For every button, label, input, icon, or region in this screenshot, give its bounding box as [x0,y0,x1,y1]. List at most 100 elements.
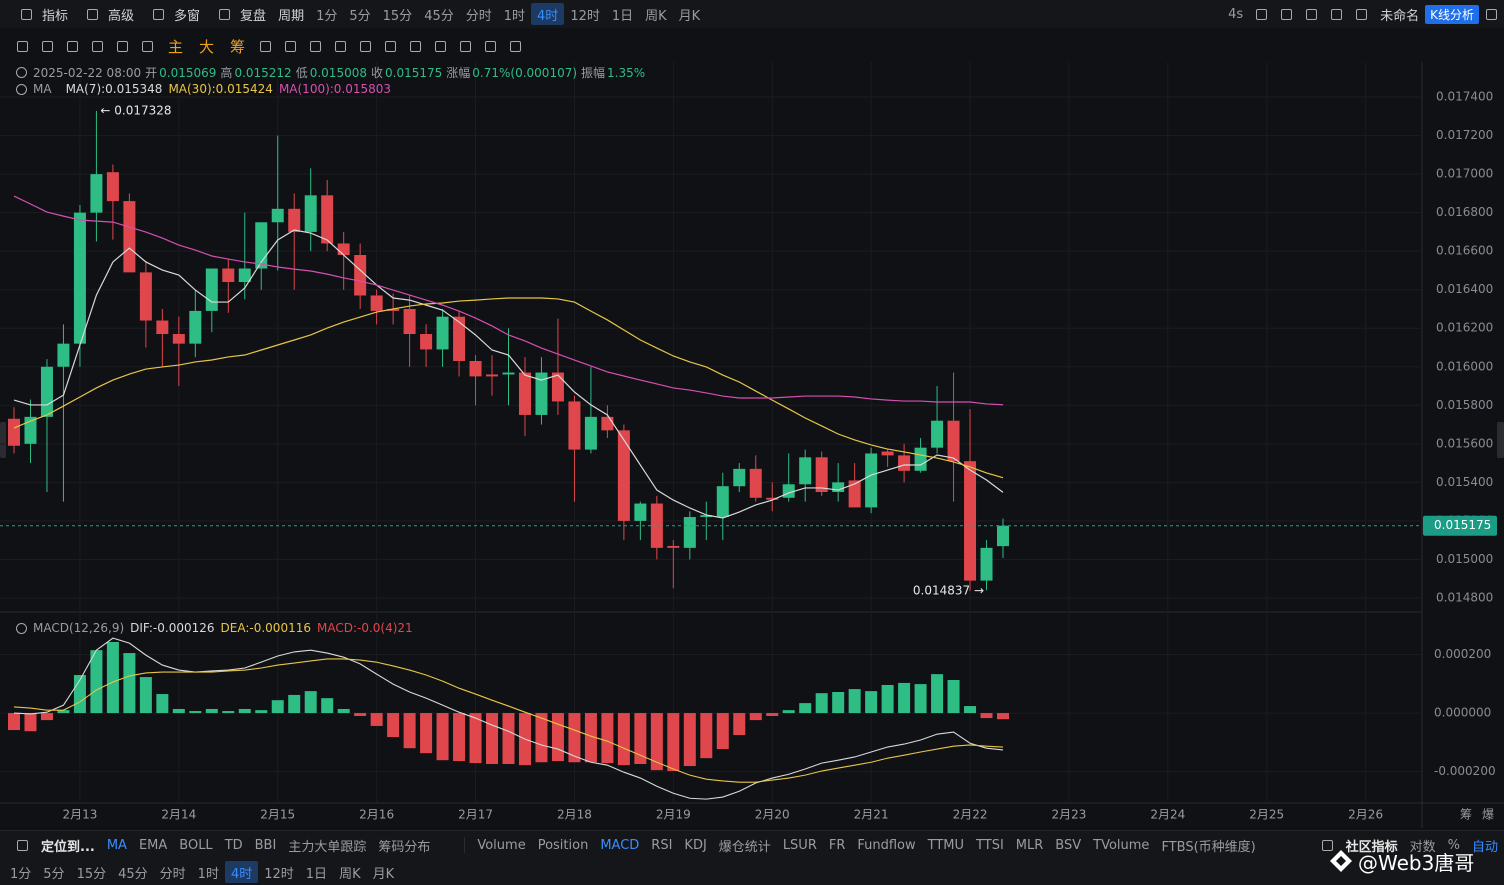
locate[interactable]: 定位到... [41,839,95,855]
kline-analysis[interactable]: K线分析 [1425,4,1479,24]
candle-body [898,455,911,471]
icon[interactable] [17,40,28,52]
info-value: 0.015175 [385,65,443,80]
icon[interactable] [360,40,372,52]
icon[interactable] [67,40,78,52]
info-value: 0.015212 [234,65,292,80]
community[interactable]: 社区指标 [1345,839,1398,855]
sub-indicator[interactable]: TVolume [1093,837,1150,853]
icon[interactable] [1306,8,1318,20]
axis-option[interactable]: 对数 [1409,839,1436,855]
icon[interactable] [1486,8,1497,20]
timeframe[interactable]: 周K [339,866,361,882]
axis-option[interactable]: 自动 [1471,839,1498,855]
timeframe[interactable]: 1时 [503,8,526,24]
sub-indicator[interactable]: KDJ [684,837,707,853]
main-indicator[interactable]: 筹码分布 [378,839,431,855]
candle-body [799,457,812,485]
icon[interactable] [410,40,422,52]
refresh-rate[interactable]: 4s [1228,6,1244,22]
icon[interactable] [219,8,231,20]
candle-body [8,418,20,446]
top-toolbar: 指标 高级 多窗 复盘 周期 1分 5分 15分 45分 分时 1时 4时 12时 1日 周K 月K 4s 未命名… [0,0,1504,28]
timeframe[interactable]: 1分 [316,8,338,24]
menu-item[interactable]: 高级 [74,3,140,25]
sub-indicator[interactable]: MACD [600,837,640,853]
menu-item[interactable]: 复盘 [206,3,272,25]
timeframe[interactable]: 1分 [10,866,32,882]
menu-item[interactable]: 指标 [8,3,74,25]
icon[interactable] [1281,8,1293,20]
icon[interactable] [42,40,53,52]
icon[interactable] [1321,839,1333,851]
icon[interactable] [485,40,497,52]
chip-tag[interactable]: 主 [168,37,184,56]
icon[interactable] [87,8,99,20]
timeframe[interactable]: 12时 [570,8,600,24]
icon[interactable] [435,40,447,52]
timeframe[interactable]: 1日 [305,866,328,882]
icon[interactable] [17,839,28,851]
timeframe[interactable]: 5分 [43,866,65,882]
icon[interactable] [1356,8,1368,20]
timeframe[interactable]: 4时 [224,861,259,883]
sub-indicator[interactable]: FTBS(币种维度) [1161,839,1256,855]
sub-indicator[interactable]: TTSI [976,837,1004,853]
macd-bar [271,700,284,714]
timeframe[interactable]: 45分 [118,866,148,882]
icon[interactable] [1256,8,1268,20]
main-indicator[interactable]: BOLL [179,837,213,853]
timeframe[interactable]: 1日 [611,8,634,24]
icon[interactable] [117,40,128,52]
chip-tag[interactable]: 筹 [230,37,246,56]
axis-option[interactable]: % [1447,837,1460,853]
sub-indicator[interactable]: RSI [651,837,673,853]
main-indicator[interactable]: TD [224,837,243,853]
sub-indicator[interactable]: MLR [1015,837,1044,853]
chip-tag[interactable]: 大 [199,37,215,56]
timeframe[interactable]: 月K [372,866,395,882]
icon[interactable] [260,40,272,52]
timeframe[interactable]: 月K [678,8,701,24]
icon[interactable] [142,40,153,52]
icon[interactable] [385,40,397,52]
timeframe[interactable]: 12时 [264,866,294,882]
main-indicator[interactable]: EMA [138,837,168,853]
menu-item[interactable]: 多窗 [140,3,206,25]
sub-indicator[interactable]: FR [828,837,846,853]
main-indicator[interactable]: BBI [254,837,277,853]
sub-indicator[interactable]: Fundflow [857,837,916,853]
icon[interactable] [460,40,472,52]
icon[interactable] [510,40,522,52]
timeframe[interactable]: 4时 [531,3,565,25]
sub-indicator[interactable]: 爆仓统计 [718,839,771,855]
main-indicator[interactable]: 主力大单跟踪 [288,839,367,855]
icon[interactable] [1331,8,1343,20]
timeframe[interactable]: 15分 [76,866,107,882]
icon[interactable] [310,40,322,52]
timeframe[interactable]: 分时 [159,866,186,882]
timeframe[interactable]: 15分 [382,8,413,24]
timeframe[interactable]: 1时 [197,866,219,882]
left-handle[interactable] [0,422,6,458]
icon[interactable] [335,40,347,52]
right-handle[interactable] [1497,422,1504,458]
icon[interactable] [21,8,32,20]
sub-indicator[interactable]: Volume [477,837,526,853]
icon[interactable] [285,40,297,52]
timeframe[interactable]: 5分 [349,8,371,24]
sub-indicator[interactable]: Position [537,837,589,853]
timeframe[interactable]: 周K [645,8,667,24]
icon[interactable] [153,8,165,20]
main-indicator[interactable]: MA [106,837,127,853]
timeframe[interactable]: 45分 [424,8,454,24]
sub-indicator[interactable]: LSUR [782,837,817,853]
sub-indicator[interactable]: BSV [1055,837,1082,853]
macd-bar [90,650,103,714]
sub-indicator[interactable]: TTMU [927,837,965,853]
timeframe[interactable]: 分时 [465,8,492,24]
candle-body [205,268,218,311]
icon[interactable] [92,40,103,52]
period[interactable]: 周期 [278,8,305,24]
layout-name[interactable]: 未命名 [1380,8,1420,24]
